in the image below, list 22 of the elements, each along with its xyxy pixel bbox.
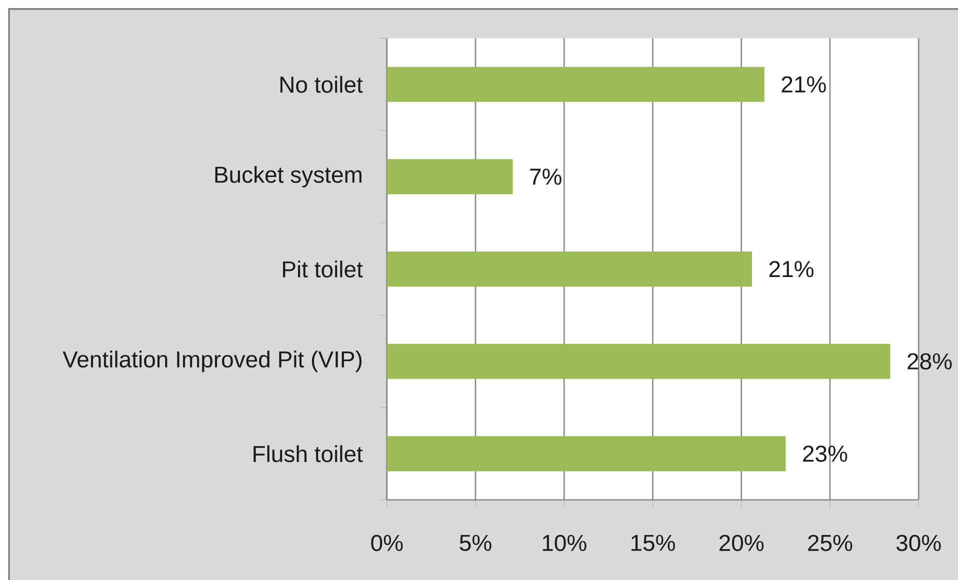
y-tick-label: No toilet	[280, 76, 363, 93]
y-tick-label: Bucket system	[215, 166, 362, 188]
x-tick-label: 10%	[542, 534, 586, 552]
data-label: 21%	[769, 260, 814, 278]
x-tick-label: 15%	[631, 534, 675, 552]
bar	[386, 436, 786, 472]
data-label: 21%	[782, 76, 826, 92]
x-tick-label: 25%	[808, 534, 852, 552]
bar	[386, 252, 752, 287]
x-tick-label: 5%	[460, 534, 492, 552]
bar	[386, 159, 513, 194]
y-tick-label: Flush toilet	[254, 445, 363, 462]
bar	[386, 66, 764, 102]
y-tick-label: Pit toilet	[283, 260, 363, 278]
data-label: 7%	[530, 168, 562, 185]
bar	[386, 344, 890, 379]
data-label: 23%	[803, 446, 848, 462]
x-tick-label: 20%	[719, 534, 764, 552]
x-tick-label: 30%	[896, 534, 941, 552]
y-tick-label: Ventilation Improved Pit (VIP)	[62, 350, 362, 372]
x-tick-label: 0%	[371, 534, 403, 552]
data-label: 28%	[908, 353, 952, 370]
